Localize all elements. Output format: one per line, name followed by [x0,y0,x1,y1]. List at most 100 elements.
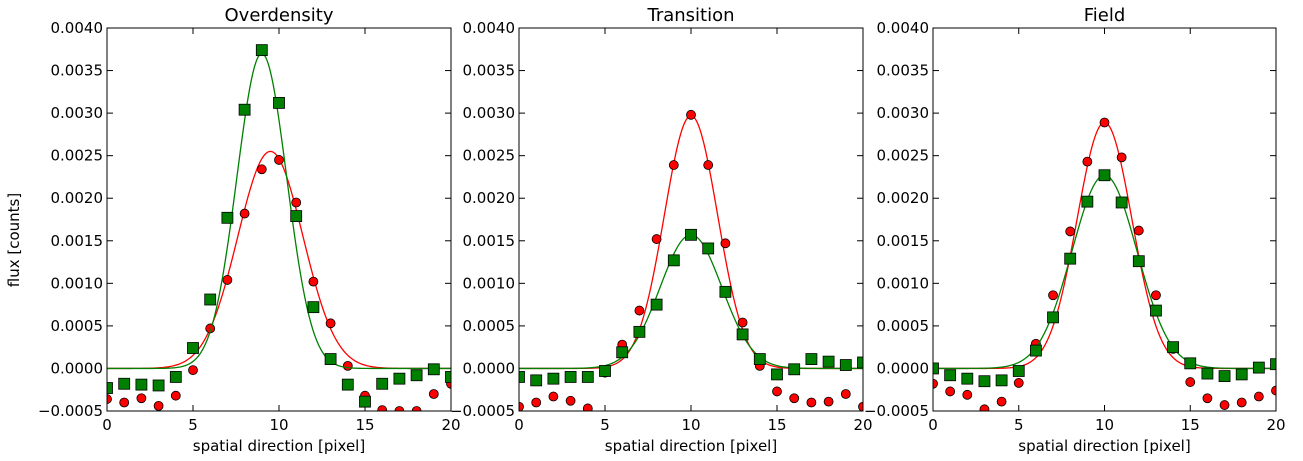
x-tick-label: 15 [767,416,786,434]
x-tick-label: 10 [269,416,288,434]
red-data-point [1219,400,1230,410]
green-data-point [341,378,354,391]
x-tick-label: 5 [188,416,198,434]
green-data-point [359,395,371,408]
red-data-point [979,404,990,411]
green-data-point [445,371,451,383]
y-tick-label: 0.0025 [463,147,516,165]
red-data-point [394,406,405,411]
y-tick-label: 0.0010 [463,274,516,292]
red-data-point [1133,225,1144,236]
red-data-point [962,389,973,400]
green-data-point [307,301,320,314]
y-tick-label: 0.0010 [877,274,930,292]
red-data-point [858,401,863,411]
y-tick-label: 0.0020 [877,189,930,207]
red-data-point [1151,290,1161,301]
green-data-point [118,377,131,390]
green-data-point [135,378,148,391]
green-data-point [839,359,852,371]
green-data-point [376,377,389,390]
green-data-point [238,103,251,116]
red-data-point [411,406,422,411]
green-data-point [933,362,939,375]
red-data-point [291,197,302,208]
green-data-point [530,374,543,387]
green-data-point [961,372,974,385]
y-tick-label: 0.0000 [877,359,930,377]
green-data-point [1115,196,1128,209]
x-tick-label: 0 [102,416,112,434]
green-data-point [427,363,440,376]
y-tick-label: 0.0020 [463,189,516,207]
y-tick-label: 0.0035 [51,62,104,80]
green-data-point [805,353,818,365]
y-tick-label: −0.0005 [38,402,103,420]
y-tick-label: 0.0040 [877,19,930,37]
green-data-point [650,298,663,311]
green-data-point [1235,368,1248,381]
green-data-point [1252,361,1265,374]
y-tick-label: 0.0005 [51,317,104,335]
green-data-point [1167,341,1179,354]
red-data-point [1065,226,1076,237]
y-tick-label: 0.0035 [877,62,930,80]
red-data-point [720,238,731,249]
red-data-point [772,386,782,397]
red-data-point [789,393,800,404]
green-data-point [1098,169,1111,182]
red-data-point [519,401,524,411]
chart-title: Field [1084,5,1126,26]
green-fit-line [519,234,863,370]
green-data-point [1132,255,1145,268]
red-data-point [806,397,817,408]
y-tick-label: 0.0010 [51,274,104,292]
green-data-point [324,353,337,365]
red-data-point [222,275,233,285]
green-data-point [273,96,285,109]
green-data-point [702,242,715,255]
green-data-point [1218,370,1231,383]
green-data-point [290,210,303,222]
red-data-point [1099,117,1110,128]
x-tick-label: 15 [1181,416,1200,434]
red-data-point [703,160,714,170]
green-data-point [410,369,423,382]
y-tick-label: 0.0000 [463,359,516,377]
green-data-point [719,285,732,298]
x-tick-label: 20 [1266,416,1285,434]
green-data-point [204,293,217,306]
green-data-point [152,379,165,392]
axes-frame [518,27,864,412]
red-data-point [1048,290,1058,301]
red-fit-line [519,115,863,370]
y-tick-label: 0.0020 [51,189,104,207]
x-tick-label: 20 [853,416,872,434]
green-fit-line [933,174,1276,370]
red-data-point [531,397,542,408]
y-tick-label: 0.0025 [51,147,104,165]
plot-area [107,44,451,411]
red-data-point [136,393,147,404]
green-data-point [187,342,199,354]
green-data-point [822,355,835,368]
green-data-point [221,211,234,224]
green-data-point [753,353,766,365]
red-data-point [256,164,267,175]
green-data-point [616,346,629,359]
green-data-point [995,374,1008,387]
green-data-point [1030,344,1042,357]
y-tick-label: 0.0015 [463,232,516,250]
green-data-point [857,356,863,369]
y-tick-label: 0.0030 [463,104,516,122]
red-fit-line [107,150,451,370]
x-axis-label: spatial direction [pixel] [193,437,365,455]
red-data-point [1185,377,1196,387]
y-tick-label: −0.0005 [450,402,515,420]
y-tick-label: 0.0000 [51,359,104,377]
green-fit-line [107,52,451,370]
green-data-point [771,368,783,381]
y-tick-label: 0.0015 [877,232,930,250]
red-data-point [651,234,662,244]
